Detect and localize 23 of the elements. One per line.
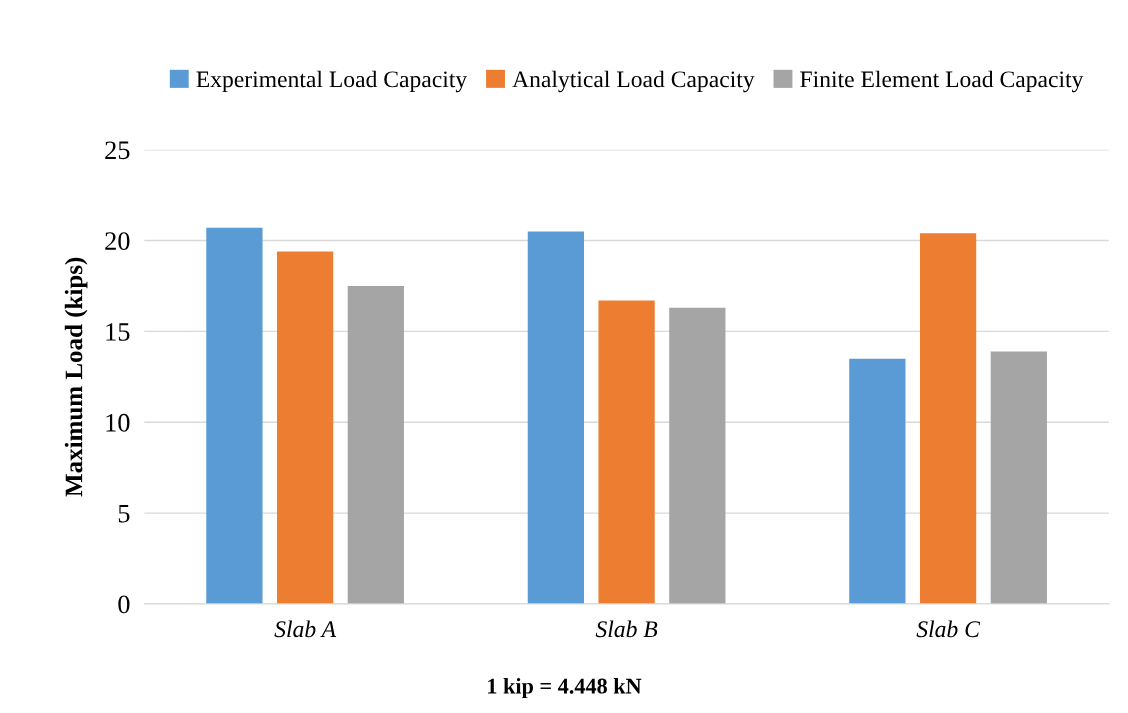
y-tick-label: 10 (106, 413, 130, 432)
y-tick-label: 5 (118, 504, 130, 523)
text: 1 kip = 4.448 kN (488, 677, 642, 699)
bar (206, 227, 263, 604)
bar (990, 351, 1047, 604)
x-tick-label: Slab C (916, 620, 981, 638)
y-axis-title: Maximum Load (kips) (64, 257, 88, 497)
bar (527, 231, 585, 604)
y-tick-label: 15 (106, 323, 130, 341)
legend-label: Experimental Load Capacity (196, 70, 468, 93)
y-tick-label: 0 (118, 595, 130, 614)
bar (598, 300, 655, 604)
legend-label: Analytical Load Capacity (512, 70, 755, 93)
x-tick-label: Slab B (595, 620, 658, 638)
legend-label: Finite Element Load Capacity (800, 70, 1084, 93)
y-tick-label: 20 (105, 232, 130, 250)
bar (347, 285, 404, 604)
y-tick-label: 25 (105, 141, 130, 160)
bar (849, 358, 906, 604)
bar (919, 233, 977, 604)
bar (669, 307, 726, 604)
bar (276, 251, 334, 604)
x-tick-label: Slab A (274, 620, 337, 638)
